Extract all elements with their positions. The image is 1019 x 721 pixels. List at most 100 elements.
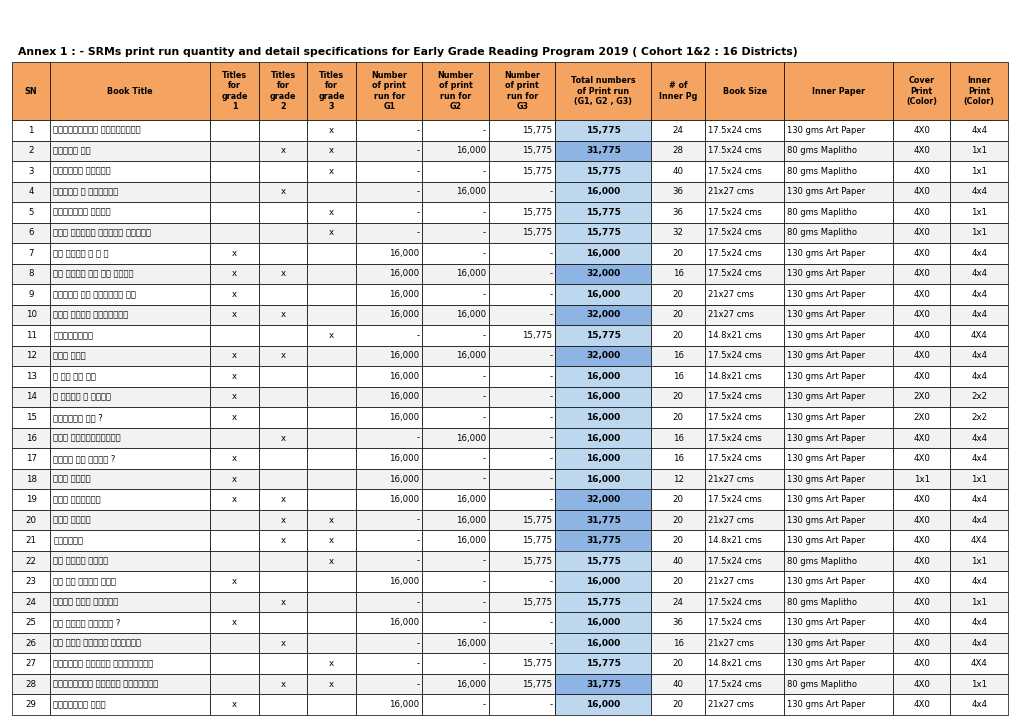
Text: 12: 12 bbox=[672, 474, 683, 484]
Text: 130 gms Art Paper: 130 gms Art Paper bbox=[787, 372, 864, 381]
Bar bbox=[892, 325, 950, 345]
Text: -: - bbox=[548, 290, 552, 299]
Bar bbox=[892, 633, 950, 653]
Text: 17: 17 bbox=[25, 454, 37, 463]
Bar bbox=[784, 510, 892, 531]
Bar bbox=[892, 243, 950, 264]
Bar bbox=[422, 202, 488, 223]
Text: -: - bbox=[482, 413, 485, 422]
Text: 32,000: 32,000 bbox=[586, 270, 620, 278]
Text: x: x bbox=[280, 598, 285, 606]
Bar bbox=[554, 469, 651, 490]
Bar bbox=[422, 633, 488, 653]
Text: x: x bbox=[280, 536, 285, 545]
Bar bbox=[259, 469, 307, 490]
Bar bbox=[950, 448, 1007, 469]
Text: 20: 20 bbox=[672, 659, 683, 668]
Text: -: - bbox=[482, 474, 485, 484]
Text: 16,000: 16,000 bbox=[389, 495, 419, 504]
Text: x: x bbox=[231, 311, 236, 319]
Text: 4x4: 4x4 bbox=[970, 351, 986, 360]
Bar bbox=[651, 551, 704, 571]
Text: # of
Inner Pg: # of Inner Pg bbox=[658, 81, 697, 101]
Text: 20: 20 bbox=[672, 311, 683, 319]
Text: -: - bbox=[548, 474, 552, 484]
Text: 36: 36 bbox=[672, 187, 683, 196]
Bar bbox=[259, 366, 307, 386]
Bar bbox=[422, 161, 488, 182]
Text: 14.8x21 cms: 14.8x21 cms bbox=[707, 331, 761, 340]
Bar bbox=[651, 510, 704, 531]
Text: x: x bbox=[329, 146, 334, 155]
Text: आफ्नो घर राम्रो घर: आफ्नो घर राम्रो घर bbox=[53, 290, 137, 299]
Bar bbox=[554, 305, 651, 325]
Bar bbox=[784, 386, 892, 407]
Bar bbox=[554, 592, 651, 612]
Text: SN: SN bbox=[24, 87, 38, 95]
Text: 16,000: 16,000 bbox=[389, 372, 419, 381]
Bar bbox=[950, 531, 1007, 551]
Bar bbox=[488, 161, 554, 182]
Text: 4x4: 4x4 bbox=[970, 433, 986, 443]
Text: -: - bbox=[482, 167, 485, 176]
Bar bbox=[12, 633, 50, 653]
Text: 1x1: 1x1 bbox=[970, 167, 986, 176]
Text: 15,775: 15,775 bbox=[585, 208, 621, 217]
Text: 29: 29 bbox=[25, 700, 37, 709]
Bar bbox=[422, 243, 488, 264]
Text: x: x bbox=[231, 454, 236, 463]
Text: 130 gms Art Paper: 130 gms Art Paper bbox=[787, 516, 864, 525]
Bar bbox=[50, 161, 210, 182]
Text: x: x bbox=[231, 249, 236, 258]
Bar bbox=[422, 325, 488, 345]
Bar bbox=[651, 284, 704, 305]
Text: 24: 24 bbox=[25, 598, 37, 606]
Bar bbox=[50, 633, 210, 653]
Text: -: - bbox=[416, 639, 419, 647]
Bar bbox=[950, 161, 1007, 182]
Bar bbox=[210, 592, 259, 612]
Text: 4x4: 4x4 bbox=[970, 125, 986, 135]
Text: 2x2: 2x2 bbox=[970, 413, 986, 422]
Bar bbox=[892, 284, 950, 305]
Bar bbox=[307, 366, 356, 386]
Text: 16: 16 bbox=[672, 351, 683, 360]
Text: x: x bbox=[231, 618, 236, 627]
Bar bbox=[784, 551, 892, 571]
Text: x: x bbox=[280, 311, 285, 319]
Bar bbox=[307, 674, 356, 694]
Bar bbox=[488, 202, 554, 223]
Bar bbox=[704, 490, 784, 510]
Text: x: x bbox=[231, 392, 236, 402]
Bar bbox=[950, 141, 1007, 161]
Bar bbox=[307, 612, 356, 633]
Bar bbox=[950, 264, 1007, 284]
Bar bbox=[784, 490, 892, 510]
Bar bbox=[50, 305, 210, 325]
Bar bbox=[422, 428, 488, 448]
Text: 22: 22 bbox=[25, 557, 37, 565]
Bar bbox=[554, 551, 651, 571]
Text: Titles
for
grade
3: Titles for grade 3 bbox=[318, 71, 344, 111]
Text: 4X4: 4X4 bbox=[970, 331, 986, 340]
Bar bbox=[488, 448, 554, 469]
Text: खोरिमाइ मने: खोरिमाइ मने bbox=[53, 700, 106, 709]
Bar bbox=[356, 633, 422, 653]
Text: 16,000: 16,000 bbox=[586, 618, 620, 627]
Text: -: - bbox=[482, 618, 485, 627]
Text: 10: 10 bbox=[25, 311, 37, 319]
Bar bbox=[554, 490, 651, 510]
Bar bbox=[704, 531, 784, 551]
Bar bbox=[12, 551, 50, 571]
Bar bbox=[950, 612, 1007, 633]
Bar bbox=[422, 551, 488, 571]
Text: 21x27 cms: 21x27 cms bbox=[707, 187, 753, 196]
Bar bbox=[704, 182, 784, 202]
Text: 15,775: 15,775 bbox=[585, 659, 621, 668]
Bar bbox=[950, 345, 1007, 366]
Bar bbox=[950, 182, 1007, 202]
Bar bbox=[12, 694, 50, 715]
Bar bbox=[356, 551, 422, 571]
Bar bbox=[210, 694, 259, 715]
Text: 21: 21 bbox=[25, 536, 37, 545]
